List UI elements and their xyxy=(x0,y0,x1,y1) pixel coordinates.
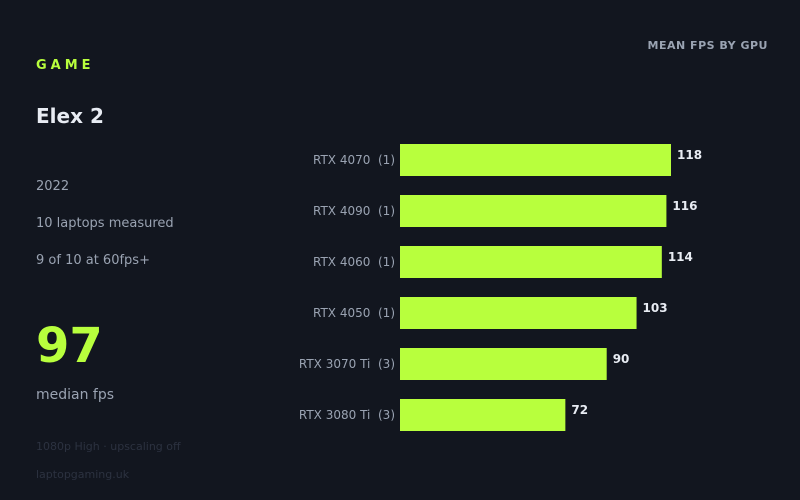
value-label: 90 xyxy=(613,352,630,366)
bar xyxy=(400,297,637,329)
value-label: 118 xyxy=(677,148,702,162)
category-label: RTX 3080 Ti (3) xyxy=(299,408,395,422)
bar xyxy=(400,195,667,227)
bar xyxy=(400,144,671,176)
sixty-fps-count: 9 of 10 at 60fps+ xyxy=(36,253,150,268)
value-label: 103 xyxy=(643,301,668,315)
median-fps-value: 97 xyxy=(36,318,103,374)
chart-title: MEAN FPS BY GPU xyxy=(647,39,768,52)
bar xyxy=(400,348,607,380)
value-label: 114 xyxy=(668,250,693,264)
source-footnote: laptopgaming.uk xyxy=(36,468,130,481)
section-eyebrow: GAME xyxy=(36,58,95,73)
category-label: RTX 4060 (1) xyxy=(313,255,395,269)
category-label: RTX 4050 (1) xyxy=(313,306,395,320)
game-title: Elex 2 xyxy=(36,104,104,128)
settings-footnote: 1080p High · upscaling off xyxy=(36,440,181,453)
median-fps-label: median fps xyxy=(36,387,115,403)
category-label: RTX 3070 Ti (3) xyxy=(299,357,395,371)
bar xyxy=(400,246,662,278)
release-year: 2022 xyxy=(36,179,70,194)
value-label: 72 xyxy=(571,403,588,417)
category-label: RTX 4090 (1) xyxy=(313,204,395,218)
category-label: RTX 4070 (1) xyxy=(313,153,395,167)
bar xyxy=(400,399,566,431)
laptops-measured: 10 laptops measured xyxy=(36,216,174,231)
value-label: 116 xyxy=(672,199,697,213)
